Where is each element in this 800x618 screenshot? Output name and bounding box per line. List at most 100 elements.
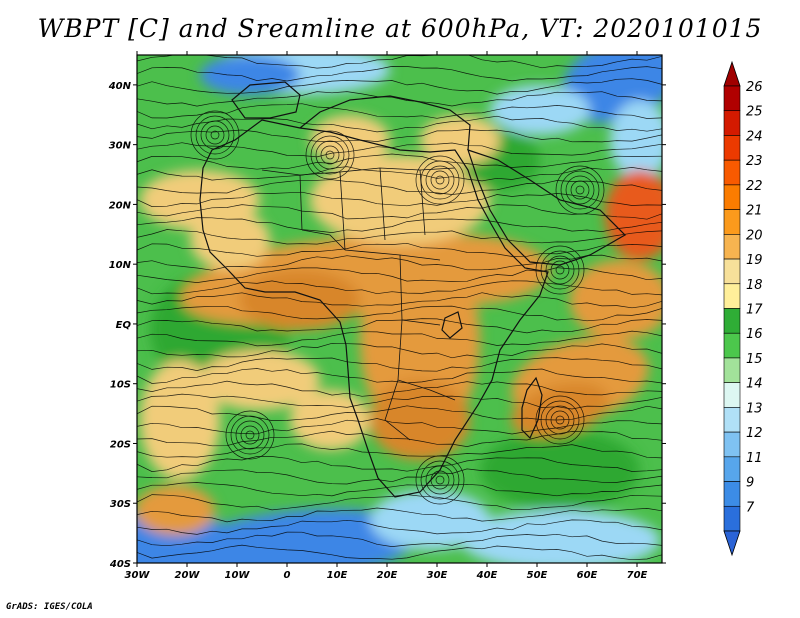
lon-tick-label: 30W (125, 570, 151, 581)
streamline-vortex (425, 465, 455, 495)
colorbar-level-label: 7 (746, 500, 755, 515)
lat-tick-label: EQ (116, 320, 132, 331)
field-patch (180, 508, 420, 563)
colorbar-swatch (723, 110, 741, 136)
colorbar-top-arrow (723, 60, 741, 87)
streamline (137, 393, 662, 410)
lon-tick-label: 0 (284, 570, 291, 581)
colorbar-swatch (723, 456, 741, 482)
colorbar-swatch (723, 258, 741, 285)
streamline-vortex (430, 170, 450, 190)
lon-tick-label: 10W (225, 570, 251, 581)
streamline-vortex (245, 430, 255, 440)
streamline-vortex (555, 165, 605, 215)
colorbar-swatch (723, 431, 741, 458)
field-blobs (137, 55, 662, 563)
streamline-vortex (420, 460, 460, 500)
colorbar-level-label: 17 (746, 303, 763, 318)
colorbar-level-label: 15 (746, 352, 763, 367)
streamline-vortex (575, 185, 585, 195)
streamline (137, 357, 662, 372)
streamline (137, 191, 662, 207)
field-patch (610, 100, 662, 180)
lon-tick-label: 40E (476, 570, 498, 581)
streamline-vortex (565, 175, 595, 205)
streamline-vortex (225, 410, 275, 460)
madagascar-coastline (521, 376, 543, 440)
streamline-vortex (555, 415, 565, 425)
streamline (137, 267, 662, 283)
iberia-coastline (231, 81, 301, 119)
colorbar-level-label: 24 (746, 129, 763, 144)
field-patch (200, 55, 300, 95)
streamline-vortex (325, 150, 335, 160)
lat-tick-label: 40N (108, 81, 132, 92)
colorbar-swatch (723, 332, 741, 359)
streamline (137, 405, 662, 421)
colorbar-swatch (723, 382, 741, 408)
colorbar-level-label: 19 (746, 253, 763, 268)
field-patch (370, 490, 490, 550)
colorbar-swatch (723, 505, 741, 532)
colorbar-level-label: 22 (746, 179, 763, 194)
streamline-vortex (315, 140, 345, 170)
streamline-vortex (190, 110, 240, 160)
africa-coastline (199, 119, 549, 498)
streamline (137, 468, 662, 485)
streamline (137, 103, 662, 119)
streamline-vortex (550, 410, 570, 430)
lat-tick-label: 20S (110, 439, 131, 450)
streamline-vortex (435, 475, 445, 485)
colorbar-level-label: 23 (746, 154, 763, 169)
lat-tick-label: 30N (109, 141, 132, 152)
colorbar-bottom-arrow (723, 530, 741, 557)
colorbar-level-label: 18 (746, 278, 763, 293)
streamline-vortex (205, 125, 225, 145)
field-patch (200, 350, 320, 410)
streamline (137, 443, 662, 459)
streamline-vortex (425, 165, 455, 195)
lon-tick-label: 30E (427, 570, 448, 581)
streamline (137, 280, 662, 296)
streamline (137, 204, 662, 220)
lon-tick-label: 50E (527, 570, 548, 581)
streamline (137, 544, 662, 561)
field-patch (370, 235, 550, 305)
wbpt-shaded-field (137, 55, 662, 563)
streamline (137, 342, 662, 359)
lake-victoria (441, 311, 463, 339)
streamline (137, 456, 662, 472)
streamline (137, 91, 662, 107)
streamline-vortex (240, 425, 260, 445)
streamline-vortex (320, 145, 340, 165)
streamline-vortex (540, 400, 580, 440)
streamline-vortex (210, 130, 220, 140)
colorbar-swatch (723, 407, 741, 433)
field-patch (420, 115, 500, 165)
streamline-vortex (535, 395, 585, 445)
streamline-vortex (540, 250, 580, 290)
colorbar-level-label: 12 (746, 426, 763, 441)
colorbar-swatch (723, 357, 741, 383)
colorbar-swatch (723, 184, 741, 210)
streamline (137, 482, 662, 497)
streamline (137, 115, 662, 133)
streamline-vortex (550, 260, 570, 280)
field-patch (480, 430, 640, 510)
map-title: WBPT [C] and Sreamline at 600hPa, VT: 20… (37, 14, 763, 43)
streamline (137, 330, 662, 347)
streamline-vortex (305, 130, 355, 180)
coastlines (199, 81, 626, 498)
streamline (137, 142, 662, 158)
field-patch (140, 360, 220, 480)
streamline-vortex (310, 135, 350, 175)
colorbar: 26 25 24 23 22 21 20 19 18 17 16 15 14 13 12 11 9 7 (723, 60, 763, 557)
streamline (137, 166, 662, 182)
streamline (137, 78, 662, 95)
lat-tick-label: 30S (110, 499, 131, 510)
streamline (137, 430, 662, 447)
colorbar-swatch (723, 308, 741, 334)
colorbar-level-label: 11 (746, 451, 763, 466)
colorbar-swatch (723, 209, 741, 235)
